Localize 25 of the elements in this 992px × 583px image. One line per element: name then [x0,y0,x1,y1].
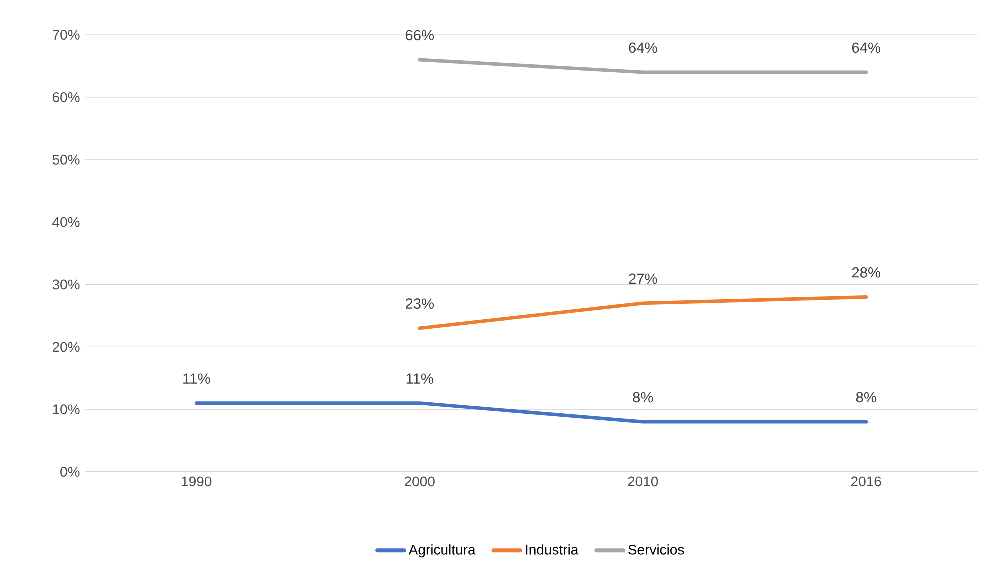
x-tick-label: 2010 [628,476,658,487]
y-tick-label: 50% [52,154,80,165]
data-label: 11% [184,374,210,384]
legend-label: Servicios [628,544,684,555]
data-label: 27% [629,274,658,284]
y-tick-label: 20% [52,342,80,352]
data-label: 23% [406,298,434,310]
y-tick-label: 40% [52,217,80,228]
data-label: 28% [852,267,881,278]
y-tick-label: 10% [53,404,80,415]
x-tick-label: 1990 [182,476,212,487]
y-tick-label: 30% [52,280,80,290]
data-label: 66% [406,30,434,41]
x-tick-label: 2000 [405,476,435,487]
data-label: 8% [856,392,876,403]
data-label: 64% [852,42,881,54]
data-label: 64% [629,42,658,54]
data-label: 8% [633,392,654,403]
y-tick-label: 0% [60,467,80,477]
x-tick-label: 2016 [852,476,882,487]
data-label: 11% [406,374,434,384]
y-tick-label: 70% [52,30,80,40]
y-tick-label: 60% [52,92,80,102]
legend-label: Industria [526,544,579,555]
legend-label: Agricultura [408,544,476,558]
